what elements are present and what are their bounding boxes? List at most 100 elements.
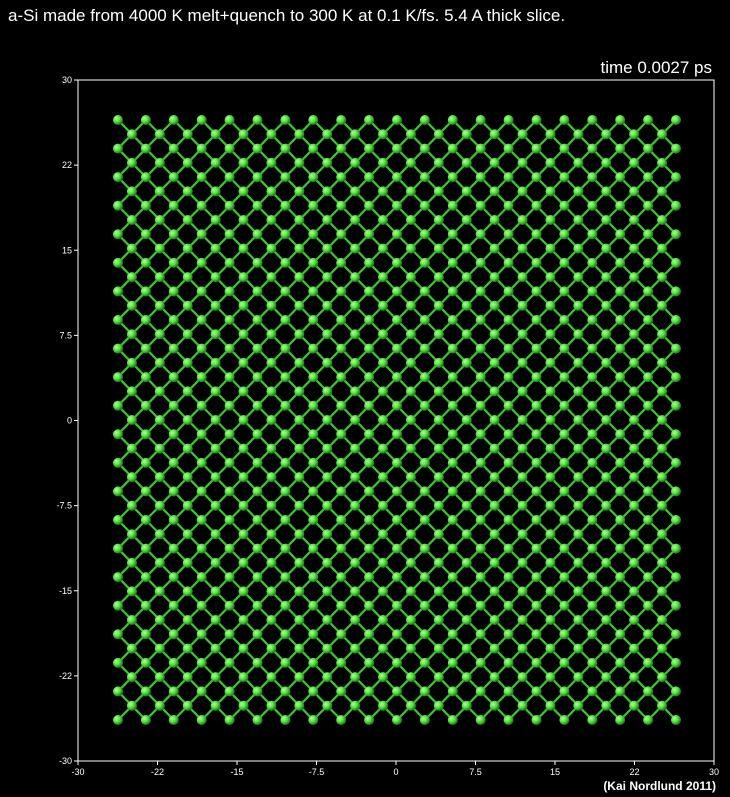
atom bbox=[252, 343, 263, 354]
atom bbox=[350, 243, 361, 254]
atom bbox=[629, 672, 640, 683]
atom bbox=[154, 357, 165, 368]
atom bbox=[615, 343, 626, 354]
atom bbox=[601, 215, 612, 225]
atom bbox=[322, 529, 333, 540]
atom bbox=[252, 115, 263, 125]
atom bbox=[392, 315, 402, 325]
atom bbox=[322, 272, 333, 283]
atom bbox=[126, 386, 137, 397]
atom bbox=[154, 300, 165, 311]
atom bbox=[517, 300, 528, 311]
atom bbox=[545, 329, 556, 340]
atom bbox=[126, 357, 137, 368]
atom bbox=[196, 686, 207, 697]
atom bbox=[573, 215, 584, 225]
atom bbox=[405, 615, 416, 625]
atom bbox=[405, 129, 416, 140]
atom bbox=[196, 543, 207, 554]
atom bbox=[322, 357, 333, 368]
atom bbox=[643, 372, 654, 383]
atom bbox=[182, 129, 193, 140]
atom bbox=[559, 457, 570, 468]
atom bbox=[392, 257, 402, 268]
atom bbox=[364, 543, 375, 554]
atom bbox=[461, 557, 472, 568]
atom bbox=[545, 529, 556, 540]
atom bbox=[266, 386, 277, 397]
atom bbox=[308, 172, 319, 183]
atom bbox=[461, 129, 472, 140]
atom bbox=[671, 343, 681, 354]
atom bbox=[378, 129, 389, 140]
atom bbox=[336, 572, 347, 583]
atom bbox=[350, 186, 361, 197]
atom bbox=[615, 286, 626, 297]
atom bbox=[461, 300, 472, 311]
atom bbox=[489, 643, 500, 654]
atom bbox=[266, 529, 277, 540]
atom bbox=[489, 672, 500, 683]
atom bbox=[294, 272, 305, 283]
atom bbox=[461, 586, 472, 597]
atom bbox=[573, 243, 584, 254]
atom bbox=[350, 215, 361, 225]
atom bbox=[238, 586, 249, 597]
atom bbox=[294, 129, 305, 140]
atom bbox=[364, 486, 375, 497]
atom bbox=[573, 443, 584, 454]
atom bbox=[545, 672, 556, 683]
atom bbox=[559, 229, 570, 240]
atom bbox=[433, 557, 444, 568]
atom bbox=[378, 300, 389, 311]
atom bbox=[419, 515, 430, 525]
atom bbox=[629, 215, 640, 225]
atom bbox=[531, 429, 542, 440]
atom bbox=[573, 672, 584, 683]
atom bbox=[392, 600, 402, 611]
atom bbox=[210, 643, 221, 654]
atom bbox=[489, 557, 500, 568]
atom bbox=[545, 357, 556, 368]
atom bbox=[559, 315, 570, 325]
atom bbox=[224, 629, 235, 640]
atom bbox=[643, 457, 654, 468]
atom bbox=[196, 257, 207, 268]
atom bbox=[266, 500, 277, 511]
atom bbox=[531, 229, 542, 240]
atom bbox=[405, 386, 416, 397]
atom bbox=[196, 486, 207, 497]
atom bbox=[671, 400, 681, 411]
atom bbox=[182, 386, 193, 397]
atom bbox=[419, 686, 430, 697]
atom bbox=[196, 229, 207, 240]
atom bbox=[643, 629, 654, 640]
atom bbox=[140, 429, 151, 440]
atom bbox=[629, 386, 640, 397]
atom bbox=[378, 529, 389, 540]
atom bbox=[196, 115, 207, 125]
atom bbox=[517, 272, 528, 283]
atom bbox=[573, 300, 584, 311]
atom bbox=[643, 657, 654, 668]
atom bbox=[615, 143, 626, 154]
atom bbox=[308, 257, 319, 268]
atom bbox=[168, 515, 179, 525]
atom bbox=[154, 386, 165, 397]
atom bbox=[140, 715, 151, 725]
atom bbox=[322, 443, 333, 454]
x-tick-label: 0 bbox=[393, 767, 398, 777]
atom bbox=[643, 115, 654, 125]
atom bbox=[350, 443, 361, 454]
atom bbox=[419, 486, 430, 497]
atom bbox=[475, 600, 486, 611]
atom bbox=[308, 343, 319, 354]
atom bbox=[350, 529, 361, 540]
atom bbox=[405, 586, 416, 597]
atom bbox=[266, 215, 277, 225]
atom bbox=[392, 457, 402, 468]
atom bbox=[657, 557, 668, 568]
atom bbox=[433, 243, 444, 254]
atom bbox=[587, 657, 598, 668]
atom bbox=[238, 529, 249, 540]
